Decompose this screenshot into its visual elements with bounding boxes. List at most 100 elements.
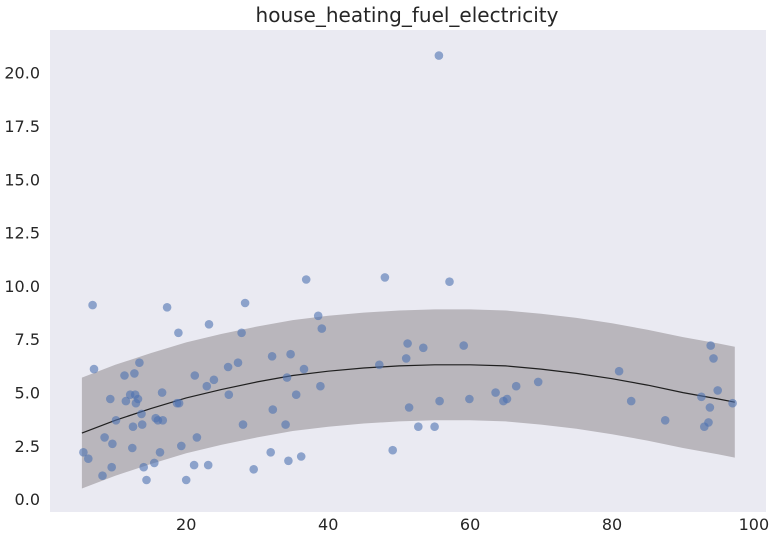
scatter-point (317, 324, 327, 333)
scatter-point (181, 475, 191, 485)
scatter-point (177, 441, 186, 451)
scatter-point (249, 465, 258, 474)
scatter-point (204, 320, 214, 329)
scatter-point (704, 418, 713, 427)
scatter-point (224, 390, 234, 400)
scatter-point (111, 416, 121, 425)
y-tick-label: 7.5 (15, 330, 40, 349)
scatter-point (388, 445, 398, 455)
x-axis-ticks: 20 40 60 80 100 (176, 515, 769, 534)
scatter-point (434, 51, 444, 60)
scatter-point (174, 398, 184, 408)
scatter-points-layer (79, 51, 737, 485)
scatter-point (728, 398, 737, 408)
y-tick-label: 5.0 (15, 384, 40, 403)
scatter-point (502, 394, 512, 404)
scatter-point (284, 456, 293, 466)
scatter-point (162, 303, 172, 312)
x-tick-label: 60 (460, 515, 480, 534)
scatter-point (190, 371, 200, 380)
y-tick-label: 12.5 (4, 224, 40, 243)
scatter-point (142, 475, 151, 485)
scatter-point (209, 375, 219, 385)
scatter-point (128, 422, 138, 432)
scatter-point (316, 381, 325, 391)
scatter-point (150, 458, 159, 468)
scatter-point (301, 275, 311, 284)
scatter-point (89, 364, 99, 374)
x-tick-label: 80 (602, 515, 622, 534)
scatter-point (84, 454, 93, 464)
y-tick-label: 0.0 (15, 490, 40, 509)
scatter-point (100, 433, 109, 442)
scatter-point (135, 358, 144, 368)
scatter-point (137, 420, 147, 429)
scatter-point (158, 416, 168, 425)
scatter-point (511, 381, 521, 391)
scatter-point (282, 373, 292, 382)
scatter-point (268, 405, 278, 414)
scatter-point (223, 362, 233, 372)
scatter-point (157, 388, 167, 397)
scatter-point (267, 352, 277, 361)
scatter-point (79, 448, 88, 457)
scatter-point (403, 339, 412, 348)
scatter-point (281, 420, 290, 429)
scatter-point (401, 354, 411, 363)
scatter-point (380, 273, 390, 282)
scatter-point (660, 416, 670, 425)
scatter-point (139, 462, 148, 472)
scatter-point (419, 343, 428, 353)
y-axis-ticks: 0.0 2.5 5.0 7.5 10.0 12.5 15.0 17.5 20.0 (4, 64, 40, 510)
scatter-point (313, 311, 323, 321)
scatter-point (465, 394, 474, 404)
scatter-point (88, 300, 97, 310)
scatter-point (445, 277, 454, 287)
scatter-point (626, 396, 636, 406)
scatter-point (174, 328, 183, 338)
scatter-point (137, 409, 146, 419)
scatter-point (414, 422, 423, 432)
scatter-point (491, 388, 500, 397)
scatter-point (98, 471, 107, 481)
scatter-point (291, 390, 301, 400)
scatter-point (614, 366, 624, 376)
scatter-point (404, 403, 414, 412)
scatter-point (240, 298, 250, 308)
scatter-point (296, 452, 306, 461)
scatter-point (121, 396, 131, 406)
scatter-point (237, 328, 246, 338)
fit-line-layer (81, 364, 735, 434)
scatter-point (106, 394, 115, 404)
scatter-point (128, 443, 137, 453)
x-tick-label: 20 (176, 515, 196, 534)
scatter-point (713, 386, 722, 395)
y-tick-label: 2.5 (15, 437, 40, 456)
scatter-point (107, 462, 116, 472)
fit-line (81, 364, 735, 434)
scatter-point (705, 403, 715, 412)
y-tick-label: 10.0 (4, 277, 40, 296)
scatter-point (706, 341, 715, 350)
scatter-point (435, 396, 444, 406)
scatter-point (459, 341, 469, 350)
scatter-point (697, 392, 706, 402)
y-tick-label: 15.0 (4, 170, 40, 189)
confidence-band-layer (81, 309, 735, 489)
scatter-point (233, 358, 243, 368)
scatter-point (709, 354, 718, 363)
scatter-point (130, 369, 139, 378)
scatter-point (192, 433, 202, 442)
x-tick-label: 40 (318, 515, 338, 534)
scatter-point (189, 460, 199, 470)
scatter-point (203, 460, 213, 470)
x-tick-label: 100 (739, 515, 770, 534)
scatter-point (430, 422, 439, 432)
scatter-point (533, 377, 543, 387)
scatter-point (286, 349, 295, 359)
scatter-point (266, 448, 276, 457)
y-tick-label: 20.0 (4, 64, 40, 83)
scatter-point (108, 439, 117, 449)
chart-title: house_heating_fuel_electricity (256, 3, 559, 27)
